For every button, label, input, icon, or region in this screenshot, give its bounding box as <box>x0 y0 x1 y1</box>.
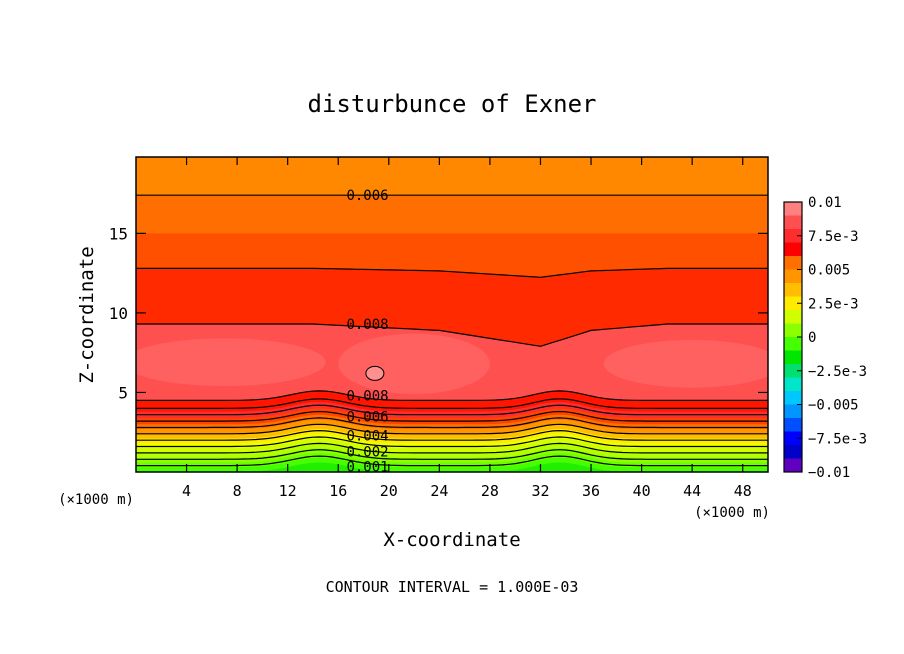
x-tick-label: 12 <box>279 482 297 500</box>
colorbar-swatch <box>784 269 802 284</box>
contour-highs <box>136 333 768 395</box>
x-tick-label: 8 <box>233 482 242 500</box>
contour-label: 0.008 <box>346 317 388 333</box>
x-tick-label: 16 <box>329 482 347 500</box>
colorbar-swatch <box>784 256 802 270</box>
x-tick-label: 32 <box>531 482 549 500</box>
colorbar-tick-label: −7.5e-3 <box>808 431 867 447</box>
colorbar-swatch <box>784 310 802 324</box>
x-axis-unit-left: (×1000 m) <box>58 492 134 508</box>
colorbar-swatch <box>784 445 802 459</box>
contour-label: 0.004 <box>346 428 388 444</box>
colorbar-swatch <box>784 229 802 243</box>
x-tick-label: 4 <box>182 482 191 500</box>
contour-label: 0.002 <box>346 444 388 460</box>
contour-high <box>136 338 326 387</box>
contour-line <box>136 267 768 278</box>
colorbar-swatch <box>784 296 802 311</box>
x-tick-label: 28 <box>481 482 499 500</box>
contour-interval-note: CONTOUR INTERVAL = 1.000E-03 <box>326 578 579 596</box>
colorbar-swatch <box>784 283 802 297</box>
contour-line <box>136 410 768 422</box>
contour-label: 0.001 <box>346 459 388 475</box>
colorbar-tick-label: 2.5e-3 <box>808 296 859 312</box>
contour-label: 0.006 <box>346 188 388 204</box>
colorbar-swatch <box>784 350 802 365</box>
contour-bands <box>136 157 768 472</box>
chart-title: disturbunce of Exner <box>308 90 597 118</box>
y-axis-ticks: 5 10 15 <box>109 224 768 402</box>
colorbar-swatch <box>784 337 802 351</box>
plot-frame <box>135 156 769 473</box>
colorbar-swatch <box>784 431 802 446</box>
contour-line <box>136 404 768 416</box>
contour-line <box>136 423 768 435</box>
colorbar-swatch <box>784 377 802 392</box>
contour-max-loop <box>365 365 385 381</box>
colorbar-swatch <box>784 323 802 338</box>
contour-line <box>136 442 768 454</box>
x-axis-unit-right: (×1000 m) <box>694 505 770 521</box>
contour-high <box>338 333 490 395</box>
y-axis-label: Z-coordinate <box>76 246 98 383</box>
x-tick-label: 48 <box>734 482 752 500</box>
y-tick-label: 10 <box>109 304 128 323</box>
colorbar-swatch <box>784 242 802 257</box>
colorbar-tick-label: 0.01 <box>808 195 842 211</box>
contour-line <box>136 436 768 448</box>
colorbar-tick-label: 0 <box>808 330 816 346</box>
contour-line <box>136 455 768 467</box>
colorbar-swatch <box>784 458 802 473</box>
colorbar-swatch <box>784 364 802 378</box>
contour-line <box>136 429 768 441</box>
contour-line <box>136 449 768 460</box>
y-tick-label: 5 <box>118 383 128 402</box>
colorbar-swatch <box>784 418 802 432</box>
x-axis-ticks: 4 8 12 16 20 24 28 32 36 40 44 48 <box>182 157 752 500</box>
contour-label: 0.006 <box>346 409 388 425</box>
colorbar-tick-labels: 0.01 7.5e-3 0.005 2.5e-3 0 −2.5e-3 −0.005 −7.5e… <box>797 195 867 481</box>
colorbar-swatch <box>784 391 802 405</box>
contour-line <box>136 323 768 347</box>
contour-line <box>136 390 768 401</box>
x-tick-label: 40 <box>633 482 651 500</box>
colorbar-tick-label: 7.5e-3 <box>808 229 859 245</box>
contour-band <box>136 462 768 472</box>
y-tick-label: 15 <box>109 224 128 243</box>
colorbar-tick-label: 0.005 <box>808 263 850 279</box>
colorbar-tick-label: −2.5e-3 <box>808 364 867 380</box>
colorbar-swatch <box>784 404 802 419</box>
x-tick-label: 36 <box>582 482 600 500</box>
contour-line <box>136 417 768 429</box>
colorbar-tick-label: −0.005 <box>808 398 859 414</box>
colorbar-swatch <box>784 202 802 216</box>
x-tick-label: 20 <box>380 482 398 500</box>
colorbar-tick-label: −0.01 <box>808 465 850 481</box>
contour-lines <box>136 194 768 467</box>
colorbar-swatch <box>784 215 802 230</box>
x-axis-label: X-coordinate <box>383 529 520 551</box>
x-tick-label: 44 <box>683 482 701 500</box>
contour-line <box>136 398 768 409</box>
contour-high <box>603 339 768 388</box>
x-tick-label: 24 <box>430 482 448 500</box>
contour-label: 0.008 <box>346 389 388 405</box>
colorbar <box>783 201 803 473</box>
